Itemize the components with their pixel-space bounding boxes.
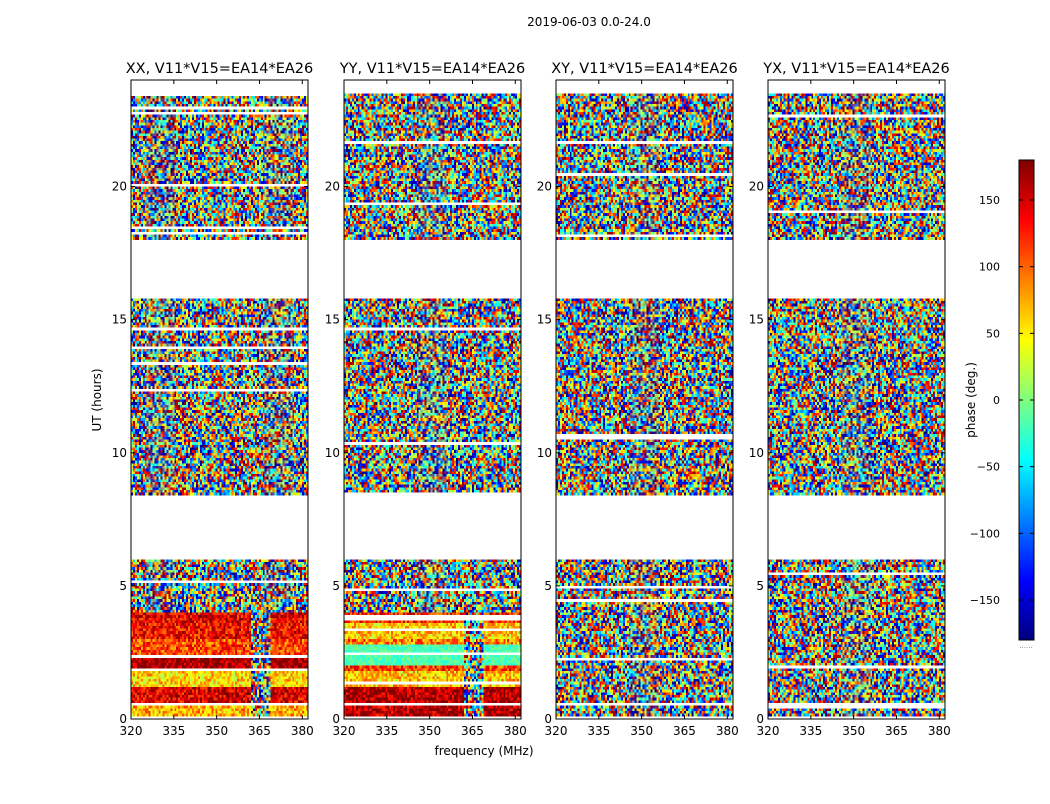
x-tick-label: 320 [120, 724, 143, 738]
panel-title: XX, V11*V15=EA14*EA26 [126, 61, 314, 77]
heatmap-panel: XY, V11*V15=EA14*EA26 320 335 350 365 380 0 5 10… [537, 61, 739, 738]
y-tick-label: 10 [112, 446, 127, 460]
colorbar-tick-label: −100 [970, 527, 1000, 540]
colorbar-tick-label: −150 [970, 594, 1000, 607]
panel-title: XY, V11*V15=EA14*EA26 [551, 61, 737, 77]
x-tick-label: 350 [630, 724, 653, 738]
x-tick-label: 365 [673, 724, 696, 738]
x-tick-label: 350 [205, 724, 228, 738]
colorbar-label: phase (deg.) [964, 362, 978, 438]
x-tick-label: 335 [162, 724, 185, 738]
heatmap-raster [344, 80, 521, 719]
colorbar-tick-label: 50 [986, 327, 1000, 340]
x-tick-label: 335 [587, 724, 610, 738]
heatmap-panels: XX, V11*V15=EA14*EA26 320 335 350 365 380 0 5 10… [112, 61, 951, 738]
x-tick-label: 320 [545, 724, 568, 738]
x-tick-label: 335 [375, 724, 398, 738]
y-tick-label: 20 [112, 180, 127, 194]
x-tick-label: 365 [248, 724, 271, 738]
x-tick-label: 365 [885, 724, 908, 738]
y-tick-label: 20 [749, 180, 764, 194]
x-tick-label: 320 [757, 724, 780, 738]
y-tick-label: 20 [537, 180, 552, 194]
x-tick-label: 365 [461, 724, 484, 738]
y-axis-label: UT (hours) [90, 368, 104, 431]
y-tick-label: 10 [537, 446, 552, 460]
colorbar-tick-label: 0 [993, 394, 1000, 407]
panel-frame [130, 79, 309, 720]
colorbar-tick-label: 150 [979, 194, 1000, 207]
heatmap-raster [768, 80, 945, 719]
y-tick-label: 15 [112, 313, 127, 327]
y-tick-label: 5 [544, 579, 552, 593]
y-tick-label: 15 [749, 313, 764, 327]
y-tick-label: 0 [756, 712, 764, 726]
y-tick-label: 20 [325, 180, 340, 194]
x-tick-label: 380 [504, 724, 527, 738]
colorbar-tick-label: 100 [979, 261, 1000, 274]
heatmap-panel: YY, V11*V15=EA14*EA26 320 335 350 365 380 0 5 10… [325, 61, 527, 738]
x-tick-label: 350 [418, 724, 441, 738]
colorbar-tick-label: −50 [977, 461, 1000, 474]
heatmap-raster [556, 80, 733, 719]
x-tick-label: 335 [799, 724, 822, 738]
y-tick-label: 15 [325, 313, 340, 327]
colorbar: phase (deg.) ...... 150 100 50 0 −50 −100 −150 [964, 159, 1035, 650]
panel-frame [555, 79, 734, 720]
panel-frame [343, 79, 522, 720]
y-tick-label: 0 [119, 712, 127, 726]
x-tick-label: 350 [842, 724, 865, 738]
y-tick-label: 5 [332, 579, 340, 593]
y-tick-label: 15 [537, 313, 552, 327]
figure-suptitle: 2019-06-03 0.0-24.0 [527, 15, 651, 29]
y-tick-label: 0 [332, 712, 340, 726]
x-tick-label: 380 [291, 724, 314, 738]
panel-title: YY, V11*V15=EA14*EA26 [339, 61, 525, 77]
panel-frame [767, 79, 946, 720]
x-tick-label: 380 [928, 724, 951, 738]
heatmap-panel: XX, V11*V15=EA14*EA26 320 335 350 365 380 0 5 10… [112, 61, 314, 738]
x-tick-label: 380 [716, 724, 739, 738]
heatmap-raster [131, 80, 308, 719]
y-tick-label: 10 [325, 446, 340, 460]
colorbar-footer: ...... [1019, 642, 1032, 650]
heatmap-panel: YX, V11*V15=EA14*EA26 320 335 350 365 380 0 5 10… [749, 61, 951, 738]
y-tick-label: 10 [749, 446, 764, 460]
x-axis-label: frequency (MHz) [434, 744, 533, 758]
y-tick-label: 5 [756, 579, 764, 593]
panel-title: YX, V11*V15=EA14*EA26 [762, 61, 949, 77]
y-tick-label: 0 [544, 712, 552, 726]
x-tick-label: 320 [333, 724, 356, 738]
y-tick-label: 5 [119, 579, 127, 593]
